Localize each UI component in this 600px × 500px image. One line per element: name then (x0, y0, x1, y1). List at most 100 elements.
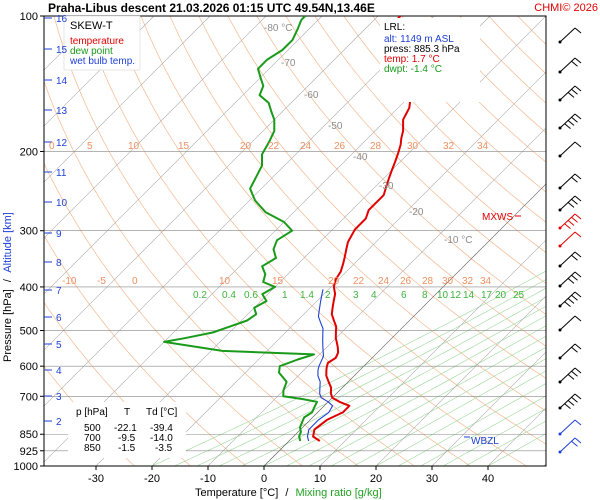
altitude-tick-label: 3 (56, 392, 62, 403)
level-table: p [hPa] T Td [°C] 500 -22.1 -39.4 700 -9… (68, 402, 186, 458)
x-tick-label: -30 (88, 473, 104, 485)
adiabat-label: 30 (407, 141, 419, 152)
moist-adiabat (398, 383, 546, 466)
isotherm-label: -20 (409, 207, 424, 218)
altitude-tick-label: 6 (56, 313, 62, 324)
x-tick-label: -10 (200, 473, 216, 485)
moist-adiabat (487, 433, 546, 466)
series-dew-point (163, 16, 318, 442)
altitude-tick-label: 8 (56, 258, 62, 269)
isotherm (44, 16, 155, 127)
y-tick-label: 500 (20, 326, 38, 338)
wind-barb (558, 57, 582, 74)
mixing-ratio-label: 0.6 (244, 290, 258, 301)
adiabat-label: 0 (132, 276, 138, 287)
mixing-ratio-label: 14 (463, 290, 475, 301)
adiabat-label: 20 (328, 276, 340, 287)
series-wet-bulb-temp (306, 289, 334, 442)
chart-title: Praha-Libus descent 21.03.2026 01:15 UTC… (48, 1, 375, 15)
x-tick-label: 30 (426, 473, 438, 485)
table-cell: 850 (84, 443, 101, 454)
table-cell: -14.0 (150, 433, 173, 444)
isotherm-label: -30 (379, 181, 394, 192)
table-cell: -9.5 (118, 433, 136, 444)
dry-adiabat (343, 16, 546, 223)
legend-item-wetbulb: wet bulb temp. (69, 56, 135, 67)
plot-frame (43, 15, 547, 467)
mixing-ratio-label: 17 (481, 290, 493, 301)
wbzl-marker: WBZL (471, 436, 499, 447)
adiabat-label: 28 (422, 276, 434, 287)
wind-barb-column (558, 27, 582, 454)
altitude-tick-label: 9 (56, 229, 62, 240)
dry-adiabat (314, 16, 546, 254)
wind-barb (558, 195, 582, 212)
mixing-ratio-label: 25 (513, 290, 525, 301)
altitude-tick-label: 5 (56, 340, 62, 351)
adiabat-label: 26 (334, 141, 346, 152)
isotherm (44, 16, 267, 239)
wind-barb (558, 393, 582, 410)
adiabat-label: -5 (97, 276, 106, 287)
table-cell: -39.4 (150, 423, 173, 434)
adiabat-label: 26 (400, 276, 412, 287)
lrl-info: LRL: alt: 1149 m ASL press: 885.3 hPa te… (380, 18, 480, 102)
adiabat-label: 15 (178, 141, 190, 152)
mixing-ratio-label: 20 (495, 290, 507, 301)
y-tick-label: 700 (20, 391, 38, 403)
lrl-heading: LRL: (384, 22, 405, 33)
y-tick-label: 925 (20, 446, 38, 458)
lrl-pressure: press: 885.3 hPa (384, 44, 460, 55)
isotherm (44, 16, 211, 183)
mixing-ratio-label: 1.4 (300, 290, 314, 301)
wind-barb (558, 437, 582, 454)
wind-barb (558, 85, 582, 102)
y-tick-label: 300 (20, 226, 38, 238)
isotherm (319, 239, 546, 466)
wind-barb (558, 367, 582, 384)
altitude-tick-label: 16 (56, 14, 68, 25)
y-tick-label: 850 (20, 429, 38, 441)
dry-adiabat (285, 16, 546, 284)
mixing-ratio-label: 0.4 (222, 290, 236, 301)
altitude-tick-label: 12 (56, 138, 68, 149)
adiabat-label: 34 (477, 141, 489, 152)
wind-barb (558, 315, 582, 332)
table-header-t: T (124, 407, 130, 418)
dry-adiabat (198, 16, 546, 379)
isotherm-label: -80 °C (264, 23, 292, 34)
isotherm (375, 295, 546, 466)
wind-barb (558, 213, 582, 230)
table-cell: -22.1 (114, 423, 137, 434)
x-tick-label: -20 (144, 473, 160, 485)
altitude-tick-label: 10 (56, 198, 68, 209)
adiabat-label: 10 (219, 276, 231, 287)
table-cell: 700 (84, 433, 101, 444)
mixing-ratio-label: 6 (401, 290, 407, 301)
x-axis-title: Temperature [°C] / Mixing ratio [g/kg] (195, 487, 382, 499)
isotherm-label: -40 (353, 152, 368, 163)
isotherm (263, 183, 546, 466)
table-header-td: Td [°C] (146, 407, 177, 418)
lrl-dewpoint: dwpt: -1.4 °C (384, 64, 442, 75)
y-tick-label: 100 (20, 11, 38, 23)
isotherm (44, 16, 435, 407)
legend-item-dewpoint: dew point (70, 46, 113, 57)
adiabat-label: 30 (442, 276, 454, 287)
adiabat-label: 28 (370, 141, 382, 152)
isotherm (44, 16, 379, 351)
isotherm-label: -50 (328, 121, 343, 132)
mixing-ratio-label: 0.2 (193, 290, 207, 301)
mixing-ratio-label: 2 (325, 290, 331, 301)
altitude-tick-label: 15 (56, 45, 68, 56)
adiabat-label: 22 (353, 276, 365, 287)
altitude-tick-label: 14 (56, 76, 68, 87)
adiabat-label: 10 (128, 141, 140, 152)
wind-barb (558, 251, 582, 268)
adiabat-label: 22 (268, 141, 280, 152)
wind-barb (558, 231, 582, 248)
adiabat-label: 20 (240, 141, 252, 152)
moist-adiabat (420, 395, 546, 466)
altitude-tick-label: 2 (56, 417, 62, 428)
copyright-text: CHMI© 2026 (534, 2, 598, 14)
